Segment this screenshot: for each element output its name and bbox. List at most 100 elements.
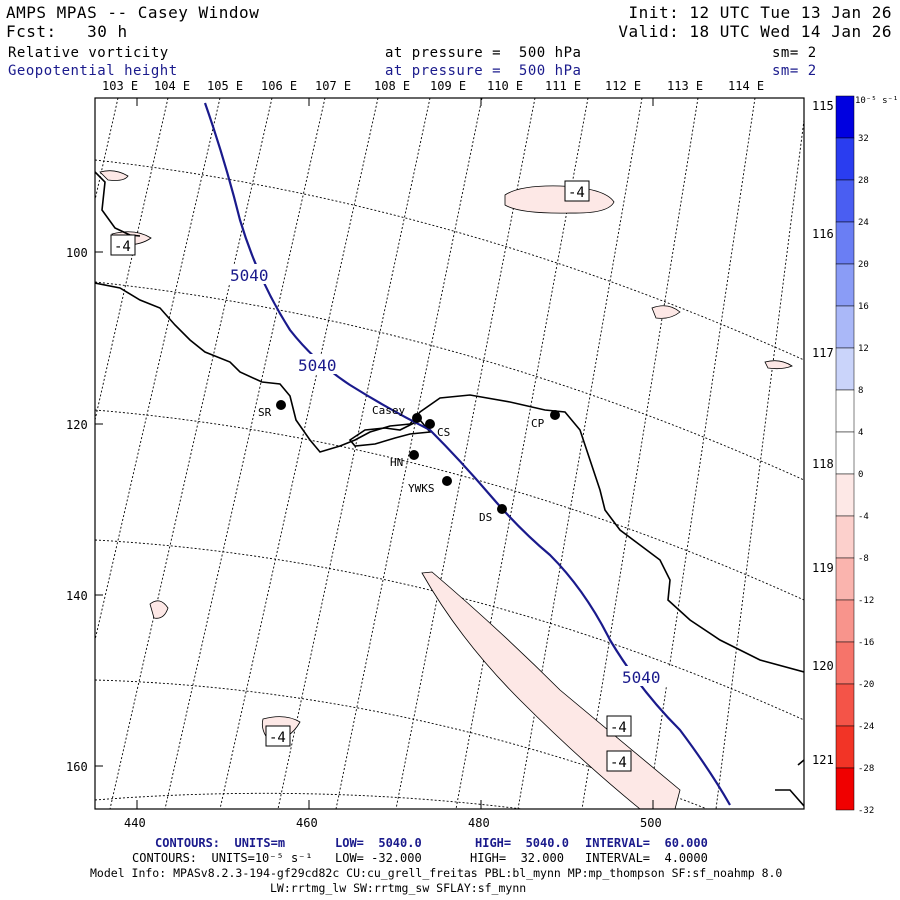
lon-label-107: 107 E — [315, 79, 351, 93]
colorbar-tick-label: -8 — [858, 554, 869, 564]
colorbar-tick-label: -12 — [858, 596, 874, 606]
colorbar-tick-label: -24 — [858, 722, 874, 732]
model-info-physics: LW:rrtmg_lw SW:rrtmg_sw SFLAY:sf_mynn — [270, 881, 527, 895]
map-title: AMPS MPAS -- Casey Window — [6, 3, 260, 22]
colorbar-swatch — [835, 95, 855, 139]
footer-vort-low: LOW= -32.000 — [335, 851, 422, 865]
colorbar-swatch — [835, 767, 855, 811]
colorbar-tick-label: -4 — [858, 512, 869, 522]
x-tick-440: 440 — [124, 816, 146, 830]
station-label-sr: SR — [258, 406, 272, 419]
footer-height-low: LOW= 5040.0 — [335, 836, 422, 850]
y-tick-100: 100 — [66, 246, 88, 260]
plot-area — [95, 98, 804, 809]
colorbar-tick-label: -20 — [858, 680, 874, 690]
colorbar-swatch — [835, 599, 855, 643]
x-tick-labels: 440 460 480 500 — [124, 816, 662, 830]
footer-vort-high: HIGH= 32.000 — [470, 851, 564, 865]
y-tick-120: 120 — [66, 418, 88, 432]
lon-label-104: 104 E — [154, 79, 190, 93]
field2-pressure: at pressure = 500 hPa — [385, 63, 582, 79]
colorbar-tick-label: 24 — [858, 218, 869, 228]
field1-pressure: at pressure = 500 hPa — [385, 45, 582, 61]
colorbar-tick-label: 16 — [858, 302, 869, 312]
lon-label-112: 112 E — [605, 79, 641, 93]
plot-frame — [94, 97, 805, 810]
model-info: Model Info: MPASv8.2.3-194-gf29cd82c CU:… — [90, 866, 783, 880]
colorbar-swatch — [835, 137, 855, 181]
lon-label-103: 103 E — [102, 79, 138, 93]
colorbar-swatch — [835, 683, 855, 727]
footer-height-interval: INTERVAL= 60.000 — [585, 836, 708, 850]
lon-label-114: 114 E — [728, 79, 764, 93]
x-tick-480: 480 — [468, 816, 490, 830]
colorbar-tick-label: 0 — [858, 470, 863, 480]
station-label-ds: DS — [479, 511, 492, 524]
station-marker-cp — [550, 410, 560, 420]
colorbar-tick-label: 4 — [858, 428, 863, 438]
top-lon-labels: 103 E 104 E 105 E 106 E 107 E 108 E 109 … — [102, 79, 764, 93]
lon-label-111: 111 E — [545, 79, 581, 93]
y-tick-140: 140 — [66, 589, 88, 603]
colorbar-swatch — [835, 305, 855, 349]
colorbar: 32 28 24 20 16 12 8 4 0 -4 -8 -12 -16 -20 -24 -28 -32 — [835, 95, 874, 816]
footer-height-high: HIGH= 5040.0 — [475, 836, 569, 850]
station-label-cs: CS — [437, 426, 450, 439]
vorticity-label-1: -4 — [568, 185, 585, 201]
field2-name: Geopotential height — [8, 63, 178, 79]
latitude-grid — [95, 159, 804, 809]
colorbar-swatch — [835, 473, 855, 517]
station-marker-hn — [409, 450, 419, 460]
footer-height-units: CONTOURS: UNITS=m — [155, 836, 286, 850]
colorbar-swatch — [835, 221, 855, 265]
colorbar-swatch — [835, 725, 855, 769]
lon-label-105: 105 E — [207, 79, 243, 93]
forecast-hour: Fcst: 30 h — [6, 22, 128, 41]
colorbar-tick-label: -32 — [858, 806, 874, 816]
colorbar-swatch — [835, 515, 855, 559]
vorticity-label-2: -4 — [114, 239, 131, 255]
footer-vort-interval: INTERVAL= 4.0000 — [585, 851, 708, 865]
longitude-grid — [95, 98, 804, 809]
field1-name: Relative vorticity — [8, 45, 169, 61]
colorbar-tick-label: 12 — [858, 344, 869, 354]
height-label-1: 5040 — [230, 266, 269, 285]
stations: SR Casey CS HN YWKS DS CP — [258, 400, 560, 524]
colorbar-unit: 10⁻⁵ s⁻¹ — [855, 96, 898, 106]
colorbar-swatch — [835, 179, 855, 223]
lon-label-110: 110 E — [487, 79, 523, 93]
height-label-3: 5040 — [622, 668, 661, 687]
y-ticks — [95, 251, 103, 767]
lon-label-113: 113 E — [667, 79, 703, 93]
station-label-cp: CP — [531, 417, 545, 430]
vorticity-label-4: -4 — [610, 720, 627, 736]
station-marker-ds — [497, 504, 507, 514]
init-time: Init: 12 UTC Tue 13 Jan 26 — [628, 3, 892, 22]
colorbar-tick-label: 32 — [858, 134, 869, 144]
station-marker-ywks — [442, 476, 452, 486]
colorbar-tick-label: -16 — [858, 638, 874, 648]
colorbar-swatch — [835, 557, 855, 601]
y-tick-160: 160 — [66, 760, 88, 774]
station-label-casey: Casey — [372, 404, 405, 417]
field1-sm: sm= 2 — [772, 45, 817, 61]
colorbar-swatch — [835, 641, 855, 685]
vorticity-label-3: -4 — [269, 730, 286, 746]
lon-label-109: 109 E — [430, 79, 466, 93]
footer-vort-units: CONTOURS: UNITS=10⁻⁵ s⁻¹ — [132, 851, 313, 865]
station-marker-casey — [412, 413, 422, 423]
height-label-2: 5040 — [298, 356, 337, 375]
station-label-ywks: YWKS — [408, 482, 435, 495]
y-tick-labels: 100 120 140 160 — [66, 246, 88, 774]
x-ticks — [136, 98, 654, 809]
station-marker-cs — [425, 419, 435, 429]
colorbar-swatch — [835, 389, 855, 433]
colorbar-swatch — [835, 263, 855, 307]
colorbar-swatch — [835, 347, 855, 391]
colorbar-swatch — [835, 431, 855, 475]
x-tick-460: 460 — [296, 816, 318, 830]
field2-sm: sm= 2 — [772, 63, 817, 79]
station-marker-sr — [276, 400, 286, 410]
colorbar-tick-label: 20 — [858, 260, 869, 270]
station-label-hn: HN — [390, 456, 403, 469]
